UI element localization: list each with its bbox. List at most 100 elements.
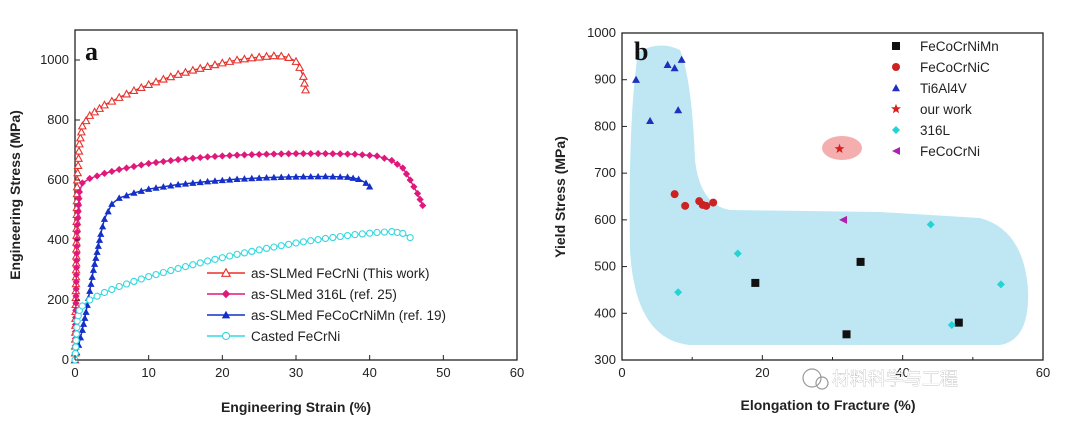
panel-a-data-point bbox=[73, 323, 81, 332]
panel-a-data-point bbox=[108, 285, 116, 294]
panel-b-data-point bbox=[733, 249, 742, 258]
panel-a-data-point bbox=[301, 85, 311, 94]
panel-a-data-point bbox=[351, 230, 359, 239]
panel-b-y-tick-label: 300 bbox=[594, 352, 616, 367]
panel-b-data-point bbox=[677, 55, 686, 63]
panel-a-data-point bbox=[226, 151, 234, 160]
panel-a-data-point bbox=[343, 150, 352, 158]
panel-a-data-point bbox=[336, 173, 344, 180]
panel-a-data-point bbox=[262, 150, 271, 158]
panel-b-shaded-region bbox=[629, 45, 1029, 346]
panel-a-data-point bbox=[321, 234, 330, 243]
panel-a-data-point bbox=[108, 167, 116, 176]
panel-a-data-point bbox=[100, 288, 109, 297]
panel-a-data-point bbox=[402, 170, 411, 178]
panel-a-data-point bbox=[277, 173, 285, 181]
panel-a-legend-label: as-SLMed 316L (ref. 25) bbox=[251, 287, 397, 302]
panel-a-data-point bbox=[349, 174, 357, 181]
panel-b-data-point bbox=[670, 64, 679, 72]
panel-a-data-point bbox=[73, 242, 81, 250]
panel-b-data-point bbox=[839, 215, 848, 224]
panel-a-data-point bbox=[78, 179, 86, 187]
panel-a-data-point bbox=[233, 151, 241, 159]
panel-b-data-point bbox=[834, 143, 845, 154]
panel-a-series-2 bbox=[71, 172, 374, 363]
panel-a-data-point bbox=[130, 189, 138, 196]
panel-a-data-point bbox=[174, 264, 182, 273]
panel-a-data-point bbox=[196, 178, 204, 186]
panel-b-data-point bbox=[842, 330, 851, 339]
panel-b-data-point bbox=[646, 116, 655, 125]
panel-a-data-point bbox=[174, 156, 182, 164]
panel-a-data-point bbox=[240, 175, 249, 182]
panel-a-data-point bbox=[211, 177, 219, 184]
panel-b-data-point bbox=[663, 60, 672, 68]
panel-a-data-point bbox=[255, 174, 263, 181]
panel-a-data-point bbox=[393, 160, 401, 168]
panel-a-data-point bbox=[181, 180, 190, 187]
panel-a-x-tick-label: 40 bbox=[362, 365, 376, 380]
panel-b-data-point bbox=[702, 201, 711, 210]
panel-a-data-point bbox=[413, 189, 422, 198]
panel-b-y-tick-label: 600 bbox=[594, 212, 616, 227]
panel-a-data-point bbox=[87, 280, 95, 287]
panel-a-data-point bbox=[336, 232, 344, 241]
panel-b-legend-label: Ti6Al4V bbox=[920, 81, 967, 96]
panel-a-data-point bbox=[137, 187, 145, 194]
panel-a-data-point bbox=[226, 252, 234, 260]
panel-a-data-point bbox=[380, 154, 388, 162]
panel-b-data-point bbox=[856, 257, 865, 266]
panel-a-data-point bbox=[72, 299, 80, 307]
panel-a-data-point bbox=[72, 336, 80, 345]
panel-a-data-point bbox=[188, 65, 198, 74]
panel-a-data-point bbox=[72, 330, 81, 338]
panel-a-data-point bbox=[270, 243, 278, 251]
panel-a-data-point bbox=[72, 182, 82, 191]
panel-a-data-point bbox=[410, 183, 418, 191]
panel-a-data-point bbox=[226, 176, 234, 183]
panel-a-data-point bbox=[115, 282, 123, 291]
panel-b-series-3 bbox=[834, 143, 845, 154]
panel-a-data-point bbox=[373, 228, 381, 237]
panel-b-legend-label: 316L bbox=[920, 123, 951, 138]
panel-a-data-point bbox=[159, 268, 168, 277]
panel-a-data-point bbox=[167, 182, 175, 189]
panel-a-data-point bbox=[151, 77, 161, 86]
panel-b-legend-label: FeCoCrNiC bbox=[920, 60, 990, 75]
panel-b-data-point bbox=[947, 320, 956, 329]
panel-a-data-point bbox=[115, 165, 123, 174]
panel-a-data-point bbox=[314, 172, 322, 180]
panel-b-x-axis-title: Elongation to Fracture (%) bbox=[741, 397, 916, 413]
panel-b-series-4 bbox=[674, 220, 1005, 329]
panel-b-x-tick-label: 60 bbox=[1036, 365, 1050, 380]
panel-a-data-point bbox=[262, 244, 271, 253]
panel-a-data-point bbox=[329, 150, 337, 158]
panel-a-data-point bbox=[211, 255, 219, 263]
panel-a-data-point bbox=[248, 151, 256, 159]
panel-a-data-point bbox=[285, 240, 293, 248]
panel-a-data-point bbox=[295, 62, 305, 71]
panel-a-data-point bbox=[79, 320, 88, 327]
panel-b-y-tick-label: 1000 bbox=[587, 25, 616, 40]
panel-a-data-point bbox=[261, 51, 272, 60]
panel-a-data-point bbox=[189, 179, 197, 186]
wechat-icon bbox=[802, 368, 822, 388]
panel-b-series-5 bbox=[839, 215, 848, 224]
panel-a-data-point bbox=[380, 228, 389, 236]
panel-b-points-group bbox=[632, 55, 1005, 339]
panel-a-data-point bbox=[285, 173, 293, 180]
panel-a-data-point bbox=[269, 51, 279, 60]
panel-a-data-point bbox=[276, 51, 286, 60]
panel-a-y-tick-label: 200 bbox=[47, 292, 69, 307]
panel-b-legend: FeCoCrNiMn FeCoCrNiC Ti6Al4V our work 316L Fe… bbox=[891, 39, 999, 159]
panel-a-series-3 bbox=[71, 227, 414, 364]
panel-a-data-point bbox=[91, 260, 99, 267]
panel-b-data-point bbox=[670, 190, 679, 199]
panel-a-data-point bbox=[94, 242, 102, 249]
panel-a-data-point bbox=[137, 161, 145, 169]
panel-a-y-tick-label: 0 bbox=[62, 352, 69, 367]
panel-a-data-point bbox=[74, 139, 84, 148]
panel-a-data-point bbox=[158, 74, 168, 83]
panel-a-data-point bbox=[196, 153, 204, 162]
